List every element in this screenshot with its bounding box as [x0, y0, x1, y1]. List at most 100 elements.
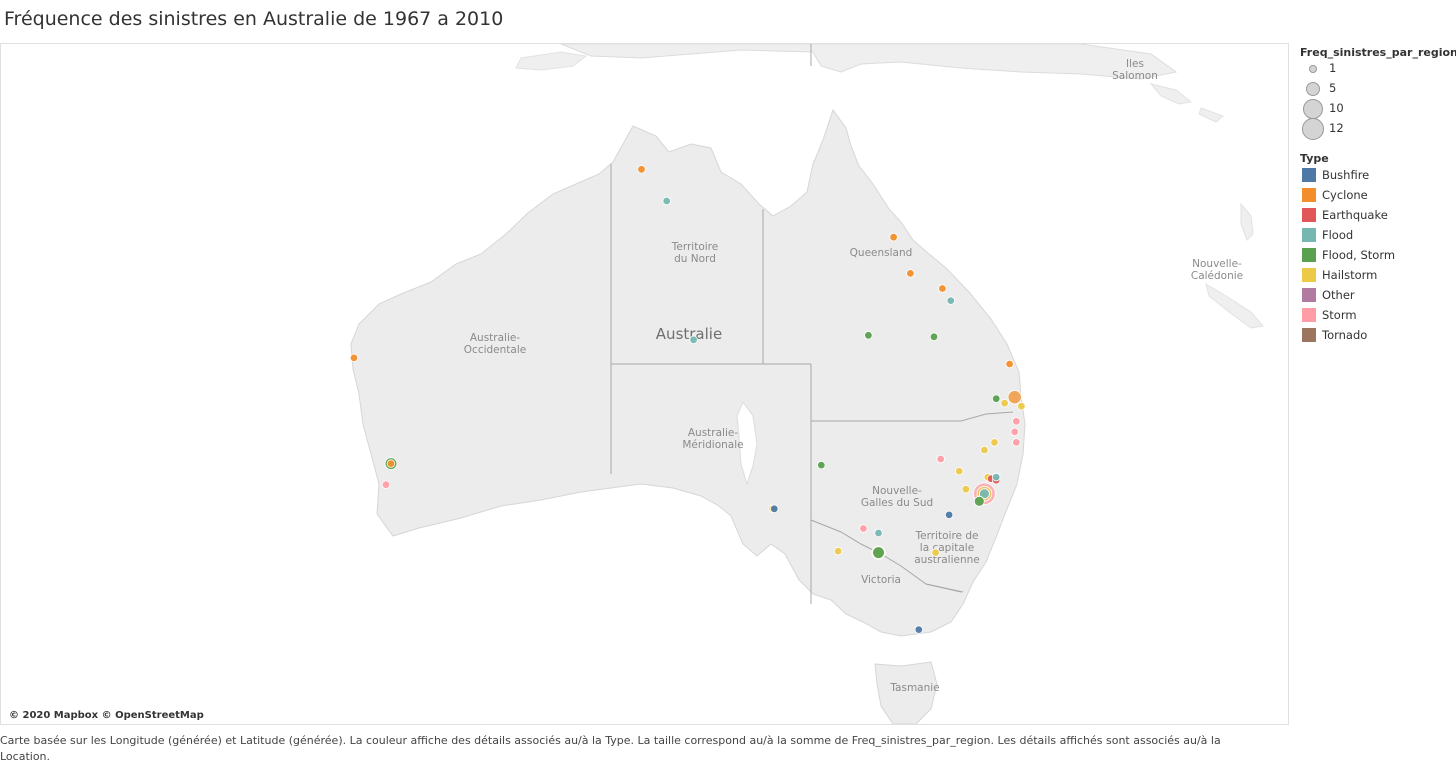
map-point[interactable] [929, 332, 939, 341]
size-legend-item: 10 [1300, 98, 1456, 120]
map-point[interactable] [931, 548, 940, 557]
region-label: Nouvelle-Galles du Sud [861, 485, 933, 509]
type-legend-item[interactable]: Tornado [1302, 325, 1456, 345]
map-point[interactable] [689, 335, 698, 344]
map-point[interactable] [938, 284, 947, 293]
size-legend-label: 5 [1329, 81, 1337, 95]
map-point[interactable] [1005, 359, 1014, 369]
color-swatch-icon [1302, 288, 1316, 302]
map-point[interactable] [386, 459, 396, 468]
map-point[interactable] [992, 394, 1001, 403]
map-point[interactable] [961, 485, 971, 494]
map-point[interactable] [872, 546, 885, 559]
size-circle-icon [1302, 118, 1324, 140]
map-point[interactable] [1000, 399, 1009, 408]
type-legend-item[interactable]: Other [1302, 285, 1456, 305]
map-view[interactable]: Territoire du Nord Queensland Australie-O… [0, 43, 1289, 725]
map-point[interactable] [944, 510, 954, 520]
map-point[interactable] [906, 269, 915, 278]
map-point[interactable] [864, 331, 873, 340]
land-solomon [1149, 83, 1224, 123]
region-label: Territoire du Nord [671, 241, 718, 265]
region-label: Australie-Occidentale [464, 332, 526, 356]
map-point[interactable] [990, 438, 999, 447]
type-legend-label: Cyclone [1322, 188, 1368, 202]
land-vanuatu [1240, 202, 1254, 241]
region-label: Australie-Méridionale [682, 427, 743, 451]
type-legend-label: Hailstorm [1322, 268, 1378, 282]
size-legend-item: 12 [1300, 118, 1456, 140]
color-swatch-icon [1302, 228, 1316, 242]
size-circle-icon [1309, 65, 1317, 73]
size-legend-item: 1 [1300, 59, 1456, 79]
type-legend-item[interactable]: Hailstorm [1302, 265, 1456, 285]
map-point[interactable] [349, 353, 359, 363]
region-label: Nouvelle-Calédonie [1191, 258, 1243, 282]
map-point[interactable] [1017, 402, 1026, 411]
water-spencer-gulf [736, 400, 758, 486]
map-point[interactable] [889, 232, 898, 242]
type-legend-label: Earthquake [1322, 208, 1388, 222]
type-legend-label: Tornado [1322, 328, 1368, 342]
color-swatch-icon [1302, 168, 1316, 182]
map-point[interactable] [955, 466, 964, 476]
map-point[interactable] [946, 296, 955, 305]
region-label: Territoire de la capitale australienne [914, 530, 980, 566]
size-circle-icon [1305, 81, 1321, 97]
state-borders [610, 44, 1014, 604]
region-label: Iles Salomon [1112, 58, 1158, 82]
size-legend-item: 5 [1300, 79, 1456, 99]
type-legend-title: Type [1300, 152, 1329, 165]
land-timor [515, 51, 588, 71]
type-legend-label: Bushfire [1322, 168, 1370, 182]
map-point[interactable] [936, 454, 945, 464]
land-tasmania [874, 661, 938, 724]
map-point[interactable] [770, 504, 779, 513]
type-legend-item[interactable]: Flood, Storm [1302, 245, 1456, 265]
land-australia [350, 108, 1026, 637]
type-legend-item[interactable]: Bushfire [1302, 165, 1456, 185]
map-point[interactable] [874, 528, 883, 538]
map-point[interactable] [979, 488, 990, 500]
region-label: Victoria [861, 574, 901, 586]
map-point[interactable] [859, 524, 868, 533]
map-point[interactable] [980, 445, 989, 455]
type-legend-label: Storm [1322, 308, 1357, 322]
map-point[interactable] [833, 546, 843, 556]
size-legend-title: Freq_sinistres_par_region [1300, 46, 1456, 59]
type-legend-label: Flood [1322, 228, 1354, 242]
land-new-caledonia [1205, 282, 1264, 329]
color-swatch-icon [1302, 188, 1316, 202]
map-point[interactable] [662, 196, 671, 206]
map-point[interactable] [973, 495, 985, 507]
type-legend-item[interactable]: Flood [1302, 225, 1456, 245]
size-legend-label: 1 [1329, 61, 1337, 75]
color-swatch-icon [1302, 248, 1316, 262]
page-title: Fréquence des sinistres en Australie de … [4, 8, 504, 30]
color-swatch-icon [1302, 328, 1316, 342]
type-legend-label: Flood, Storm [1322, 248, 1396, 262]
country-label: Australie [656, 325, 722, 343]
map-point[interactable] [817, 460, 826, 470]
color-swatch-icon [1302, 268, 1316, 282]
map-point[interactable] [381, 480, 391, 489]
region-label: Queensland [850, 247, 913, 259]
type-legend-item[interactable]: Earthquake [1302, 205, 1456, 225]
type-legend: Bushfire Cyclone Earthquake Flood Flood, Sto… [1300, 165, 1456, 345]
size-circle-icon [1302, 98, 1324, 120]
map-canvas[interactable]: Territoire du Nord Queensland Australie-O… [1, 44, 1288, 724]
map-point[interactable] [1012, 417, 1021, 426]
map-point[interactable] [1007, 390, 1022, 405]
map-point[interactable] [914, 625, 923, 634]
map-point[interactable] [1010, 427, 1019, 437]
land-new-guinea [560, 44, 1178, 80]
size-legend-label: 10 [1329, 101, 1344, 115]
map-point[interactable] [637, 165, 646, 174]
map-point[interactable] [992, 472, 1001, 482]
type-legend-label: Other [1322, 288, 1355, 302]
type-legend-item[interactable]: Cyclone [1302, 185, 1456, 205]
map-point[interactable] [1012, 438, 1021, 447]
map-attribution[interactable]: © 2020 Mapbox © OpenStreetMap [9, 710, 204, 721]
type-legend-item[interactable]: Storm [1302, 305, 1456, 325]
caption: Carte basée sur les Longitude (générée) … [0, 734, 1221, 763]
